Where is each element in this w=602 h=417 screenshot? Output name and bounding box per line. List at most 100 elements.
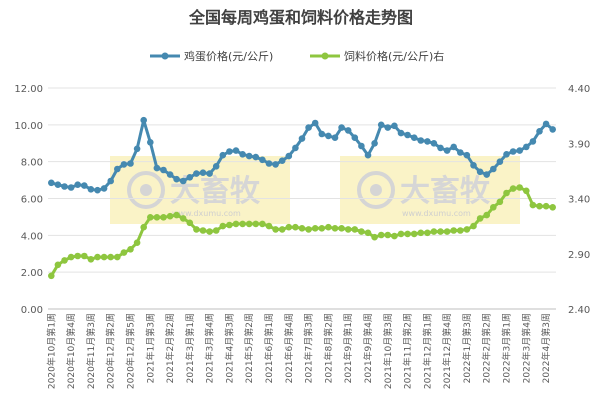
data-point-egg xyxy=(516,147,523,154)
data-point-feed xyxy=(549,204,556,211)
data-point-egg xyxy=(443,147,451,154)
data-point-feed xyxy=(94,253,101,261)
data-point-egg xyxy=(206,170,213,177)
data-point-feed xyxy=(516,184,523,191)
data-point-egg xyxy=(351,134,359,141)
data-point-feed xyxy=(463,226,471,233)
data-point-feed xyxy=(147,214,154,221)
data-point-egg xyxy=(536,128,543,135)
legend-egg-marker xyxy=(161,52,169,60)
data-point-egg xyxy=(463,151,471,159)
data-point-egg xyxy=(404,131,411,139)
data-point-egg xyxy=(153,164,161,172)
data-point-feed xyxy=(48,272,55,280)
y-left-tick-label: 2.00 xyxy=(21,268,43,279)
data-point-feed xyxy=(74,252,81,260)
data-point-egg xyxy=(265,160,273,167)
data-point-feed xyxy=(344,226,352,233)
data-point-feed xyxy=(298,225,306,232)
y-axis-left: 0.00 2.00 4.00 6.00 8.00 10.00 12.00 xyxy=(14,84,43,316)
legend-item-feed[interactable]: 饲料价格(元/公斤)右 xyxy=(310,49,444,63)
data-point-egg xyxy=(107,177,114,185)
x-tick-label: 2021年10月第3周 xyxy=(382,313,394,389)
y-right-tick-label: 2.40 xyxy=(568,305,590,316)
data-point-feed xyxy=(226,221,233,229)
data-point-egg xyxy=(417,137,425,144)
x-tick-label: 2021年6月第4周 xyxy=(283,313,295,383)
y-axis-right: 2.40 2.90 3.40 3.90 4.40 xyxy=(568,84,590,316)
data-point-egg xyxy=(311,119,319,127)
data-point-egg xyxy=(384,124,392,131)
watermark-logo-icon xyxy=(357,171,395,209)
data-point-egg xyxy=(542,120,550,128)
data-point-egg xyxy=(54,181,62,188)
x-tick-label: 2021年4月第3周 xyxy=(223,313,235,383)
y-right-tick-label: 2.90 xyxy=(568,250,590,261)
x-tick-label: 2021年12月第1周 xyxy=(421,313,433,389)
data-point-egg xyxy=(166,171,174,178)
data-point-feed xyxy=(199,227,207,234)
data-point-feed xyxy=(120,249,128,256)
gridlines xyxy=(48,87,556,310)
data-point-egg xyxy=(397,129,405,137)
data-point-egg xyxy=(470,162,477,169)
data-point-egg xyxy=(391,122,398,130)
x-tick-label: 2021年3月第4周 xyxy=(204,313,216,383)
legend-item-egg[interactable]: 鸡蛋价格(元/公斤) xyxy=(150,49,273,63)
data-point-feed xyxy=(457,227,464,234)
data-point-egg xyxy=(239,151,246,158)
data-point-egg xyxy=(371,140,378,147)
data-point-feed xyxy=(259,220,266,228)
watermark-brand: 大畜牧 xyxy=(400,174,491,209)
data-point-egg xyxy=(120,161,128,168)
data-point-egg xyxy=(318,130,326,138)
data-point-egg xyxy=(173,175,180,183)
x-tick-label: 2021年1月第3周 xyxy=(144,313,156,383)
data-point-feed xyxy=(377,231,385,239)
data-point-feed xyxy=(107,253,114,261)
watermark-logo-dot-icon xyxy=(370,184,382,196)
data-point-feed xyxy=(81,252,88,260)
data-point-feed xyxy=(391,232,398,240)
data-point-egg xyxy=(292,144,299,152)
x-tick-label: 2021年8月第2周 xyxy=(322,313,334,383)
data-point-egg xyxy=(358,142,365,150)
y-right-tick-label: 3.90 xyxy=(568,139,590,150)
data-point-egg xyxy=(476,168,484,176)
data-point-feed xyxy=(430,228,438,235)
data-point-feed xyxy=(193,226,200,233)
data-point-feed xyxy=(523,187,530,195)
data-point-egg xyxy=(87,186,95,193)
x-tick-label: 2021年11月第2周 xyxy=(402,313,414,389)
data-point-feed xyxy=(140,223,147,231)
data-point-feed xyxy=(54,261,62,269)
x-tick-label: 2021年2月第2周 xyxy=(164,313,176,383)
x-tick-label: 2022年3月第4周 xyxy=(520,313,532,383)
data-point-feed xyxy=(450,227,458,234)
data-point-egg xyxy=(94,186,101,194)
data-point-egg xyxy=(74,181,81,188)
x-tick-label: 2021年5月第2周 xyxy=(243,313,255,383)
data-point-egg xyxy=(364,151,372,159)
data-point-egg xyxy=(100,185,108,192)
data-point-feed xyxy=(410,230,418,238)
data-point-feed xyxy=(219,222,227,230)
x-tick-label: 2021年3月第1周 xyxy=(184,313,196,383)
data-point-egg xyxy=(127,160,134,167)
data-point-egg xyxy=(61,183,68,190)
data-point-feed xyxy=(318,225,326,232)
data-point-feed xyxy=(186,219,194,227)
data-point-egg xyxy=(226,148,233,155)
data-point-feed xyxy=(160,214,167,221)
data-point-feed xyxy=(364,229,372,237)
data-point-egg xyxy=(147,139,154,146)
y-left-tick-label: 8.00 xyxy=(21,158,43,169)
x-tick-label: 2020年10月第1周 xyxy=(45,313,57,389)
data-point-feed xyxy=(114,253,121,261)
data-point-feed xyxy=(311,225,319,232)
data-point-feed xyxy=(443,228,451,235)
data-point-feed xyxy=(252,220,260,228)
